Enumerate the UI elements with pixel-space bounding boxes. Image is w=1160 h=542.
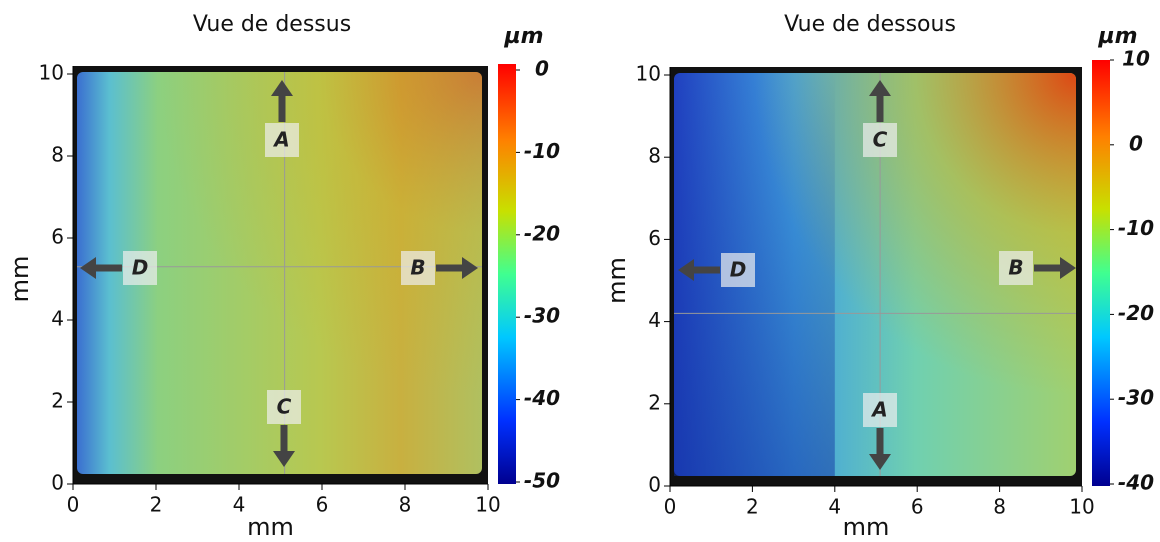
y-tick-label: 6 [51,225,64,249]
chart-title: Vue de dessus [193,12,351,37]
arrow-head [271,80,293,96]
x-axis-label: mm [247,513,294,541]
y-tick-label: 6 [648,226,661,250]
colorbar [1092,60,1110,486]
y-tick-label: 4 [648,308,661,332]
colorbar-tick-label: -40 [1118,471,1154,495]
annotation-label: B [410,256,425,280]
arrow-head [273,451,295,467]
y-tick-label: 8 [648,144,661,168]
annotation-box [863,123,897,157]
y-tick-label: 2 [51,389,64,413]
arrow-head [869,454,891,470]
annotation-box [401,251,435,285]
y-tick-label: 0 [648,473,661,497]
annotation-label: A [272,128,289,152]
y-tick-label: 4 [51,307,64,331]
arrow-head [80,257,96,279]
colorbar-tick-label: -10 [524,139,560,163]
x-tick-label: 4 [828,495,841,519]
y-axis-label: mm [603,257,631,304]
y-tick-label: 10 [39,61,64,85]
chart-title: Vue de dessous [784,12,956,37]
annotation-label: D [730,258,747,282]
x-tick-label: 10 [1069,495,1094,519]
annotation-label: C [277,395,292,419]
y-tick-label: 8 [51,143,64,167]
arrow-head [869,80,891,96]
y-tick-label: 2 [648,390,661,414]
x-tick-label: 0 [664,495,677,519]
colorbar-tick-label: -20 [524,221,560,245]
annotation-box [721,253,755,287]
annotation-label: D [132,256,149,280]
colorbar-tick-label: -20 [1118,301,1154,325]
colorbar-tick-label: -40 [524,386,560,410]
colorbar-label: µm [503,24,543,49]
x-tick-label: 2 [746,495,759,519]
annotation-label: A [870,398,887,422]
arrow-head [462,257,478,279]
x-tick-label: 10 [475,493,500,517]
colorbar-tick-label: 0 [535,57,549,81]
y-axis-label: mm [6,256,34,303]
x-tick-label: 2 [150,493,163,517]
x-tick-label: 0 [67,493,80,517]
annotation-label: C [873,128,888,152]
colorbar-tick-label: -50 [524,469,560,493]
arrow-head [1060,257,1076,279]
colorbar [498,64,516,484]
colorbar-tick-label: -30 [524,304,560,328]
colorbar-tick-label: -10 [1118,216,1154,240]
x-tick-label: 6 [316,493,329,517]
colorbar-tick-label: 0 [1129,131,1143,155]
annotation-box [863,393,897,427]
annotation-box [999,251,1033,285]
height-map-shade [77,72,482,474]
annotation-box [123,251,157,285]
annotation-box [265,123,299,157]
colorbar-label: µm [1097,24,1137,49]
x-tick-label: 8 [993,495,1006,519]
colorbar-tick-label: 10 [1122,47,1150,71]
y-tick-label: 10 [636,62,661,86]
x-tick-label: 8 [399,493,412,517]
x-tick-label: 4 [233,493,246,517]
colorbar-tick-label: -30 [1118,386,1154,410]
x-tick-label: 6 [911,495,924,519]
annotation-label: B [1008,256,1023,280]
y-tick-label: 0 [51,471,64,495]
x-axis-label: mm [843,513,890,541]
annotation-box [267,390,301,424]
arrow-head [678,259,694,281]
